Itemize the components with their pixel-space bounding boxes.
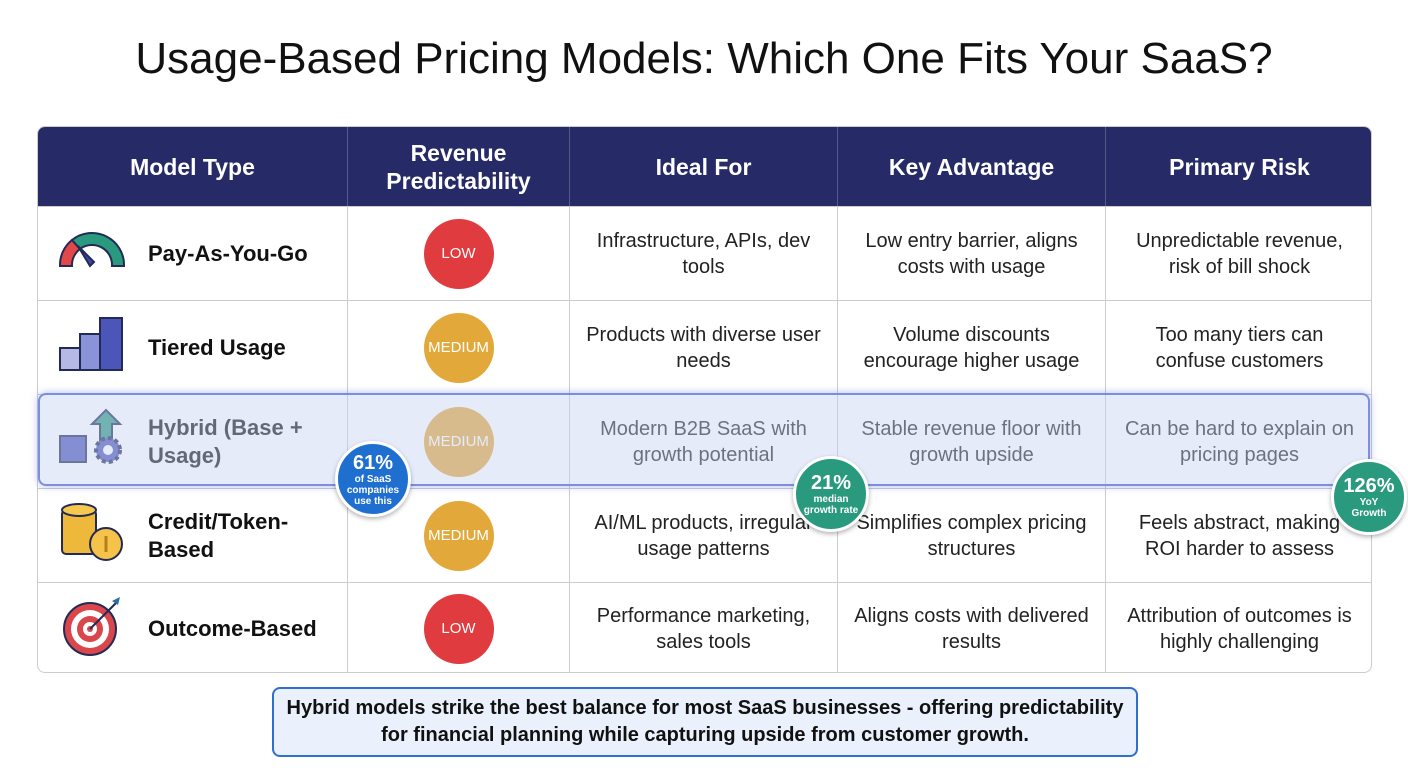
- model-name: Tiered Usage: [148, 334, 286, 360]
- base-gear-arrow-icon: [54, 406, 130, 477]
- model-name: Credit/Token-Based: [148, 508, 289, 562]
- predictability-badge: MEDIUM: [423, 312, 494, 383]
- ideal-for-cell: AI/ML products, irregular usage patterns: [570, 489, 838, 582]
- table-row: Tiered Usage MEDIUM Products with divers…: [38, 300, 1371, 394]
- primary-risk-cell: Too many tiers can confuse customers: [1155, 323, 1324, 372]
- predictability-badge: MEDIUM: [423, 406, 494, 477]
- table-row: Outcome-Based LOW Performance marketing,…: [38, 582, 1371, 672]
- model-name: Pay-As-You-Go: [148, 240, 308, 266]
- predictability-cell: MEDIUM: [348, 301, 570, 394]
- header-key-advantage: Key Advantage: [838, 127, 1106, 206]
- header-model-type: Model Type: [38, 127, 348, 206]
- ideal-for-cell: Infrastructure, APIs, dev tools: [570, 207, 838, 300]
- key-advantage-cell: Stable revenue floor with growth upside: [838, 395, 1106, 488]
- ideal-for-cell: Products with diverse user needs: [570, 301, 838, 394]
- primary-risk-cell: Can be hard to explain on pricing pages: [1124, 417, 1355, 466]
- model-cell: Hybrid (Base + Usage): [38, 395, 348, 488]
- key-advantage-cell: Aligns costs with delivered results: [838, 583, 1106, 672]
- header-primary-risk: Primary Risk: [1106, 127, 1371, 206]
- model-name: Hybrid (Base + Usage): [148, 414, 303, 468]
- primary-risk-cell: Feels abstract, making ROI harder to ass…: [1138, 511, 1341, 560]
- table-row: Hybrid (Base + Usage) MEDIUM Modern B2B …: [38, 394, 1371, 488]
- model-cell: Credit/Token-Based: [38, 489, 348, 582]
- highlight-hybrid-row: [38, 393, 1370, 486]
- predictability-badge: LOW: [423, 218, 494, 289]
- header-revenue-predictability: Revenue Predictability: [348, 127, 570, 206]
- ideal-for-cell: Performance marketing, sales tools: [570, 583, 838, 672]
- predictability-cell: LOW: [348, 207, 570, 300]
- model-cell: Pay-As-You-Go: [38, 207, 348, 300]
- comparison-table: Model Type Revenue Predictability Ideal …: [37, 126, 1372, 673]
- table-row: Credit/Token-Based MEDIUM AI/ML products…: [38, 488, 1371, 582]
- predictability-badge: MEDIUM: [423, 500, 494, 571]
- page-title: Usage-Based Pricing Models: Which One Fi…: [135, 34, 1273, 83]
- stat-label: median growth rate: [803, 494, 859, 516]
- primary-risk-cell: Attribution of outcomes is highly challe…: [1127, 604, 1352, 653]
- stat-badge-growth: 21% median growth rate: [793, 456, 869, 532]
- header-ideal-for: Ideal For: [570, 127, 838, 206]
- predictability-badge: LOW: [423, 593, 494, 664]
- coins-icon: [54, 500, 130, 571]
- key-advantage-cell: Volume discounts encourage higher usage: [838, 301, 1106, 394]
- ideal-for-cell: Modern B2B SaaS with growth potential: [570, 395, 838, 488]
- speedometer-icon: [54, 218, 130, 289]
- primary-risk-cell: Unpredictable revenue, risk of bill shoc…: [1136, 229, 1343, 278]
- bar-chart-icon: [54, 312, 130, 383]
- predictability-cell: MEDIUM: [348, 489, 570, 582]
- stat-value: 21%: [810, 472, 852, 494]
- summary-callout: Hybrid models strike the best balance fo…: [272, 687, 1138, 757]
- predictability-cell: MEDIUM: [348, 395, 570, 488]
- stat-badge-adoption: 61% of SaaS companies use this: [335, 441, 411, 517]
- predictability-cell: LOW: [348, 583, 570, 672]
- target-icon: [54, 593, 130, 664]
- key-advantage-cell: Low entry barrier, aligns costs with usa…: [838, 207, 1106, 300]
- model-cell: Tiered Usage: [38, 301, 348, 394]
- stat-value: 61%: [352, 451, 394, 474]
- table-row: Pay-As-You-Go LOW Infrastructure, APIs, …: [38, 206, 1371, 300]
- stat-label: of SaaS companies use this: [346, 473, 400, 507]
- stat-badge-yoy: 126% YoY Growth: [1331, 459, 1407, 535]
- key-advantage-cell: Simplifies complex pricing structures: [838, 489, 1106, 582]
- model-name: Outcome-Based: [148, 615, 317, 641]
- stat-value: 126%: [1343, 475, 1395, 497]
- stat-label: YoY Growth: [1351, 497, 1387, 519]
- model-cell: Outcome-Based: [38, 583, 348, 672]
